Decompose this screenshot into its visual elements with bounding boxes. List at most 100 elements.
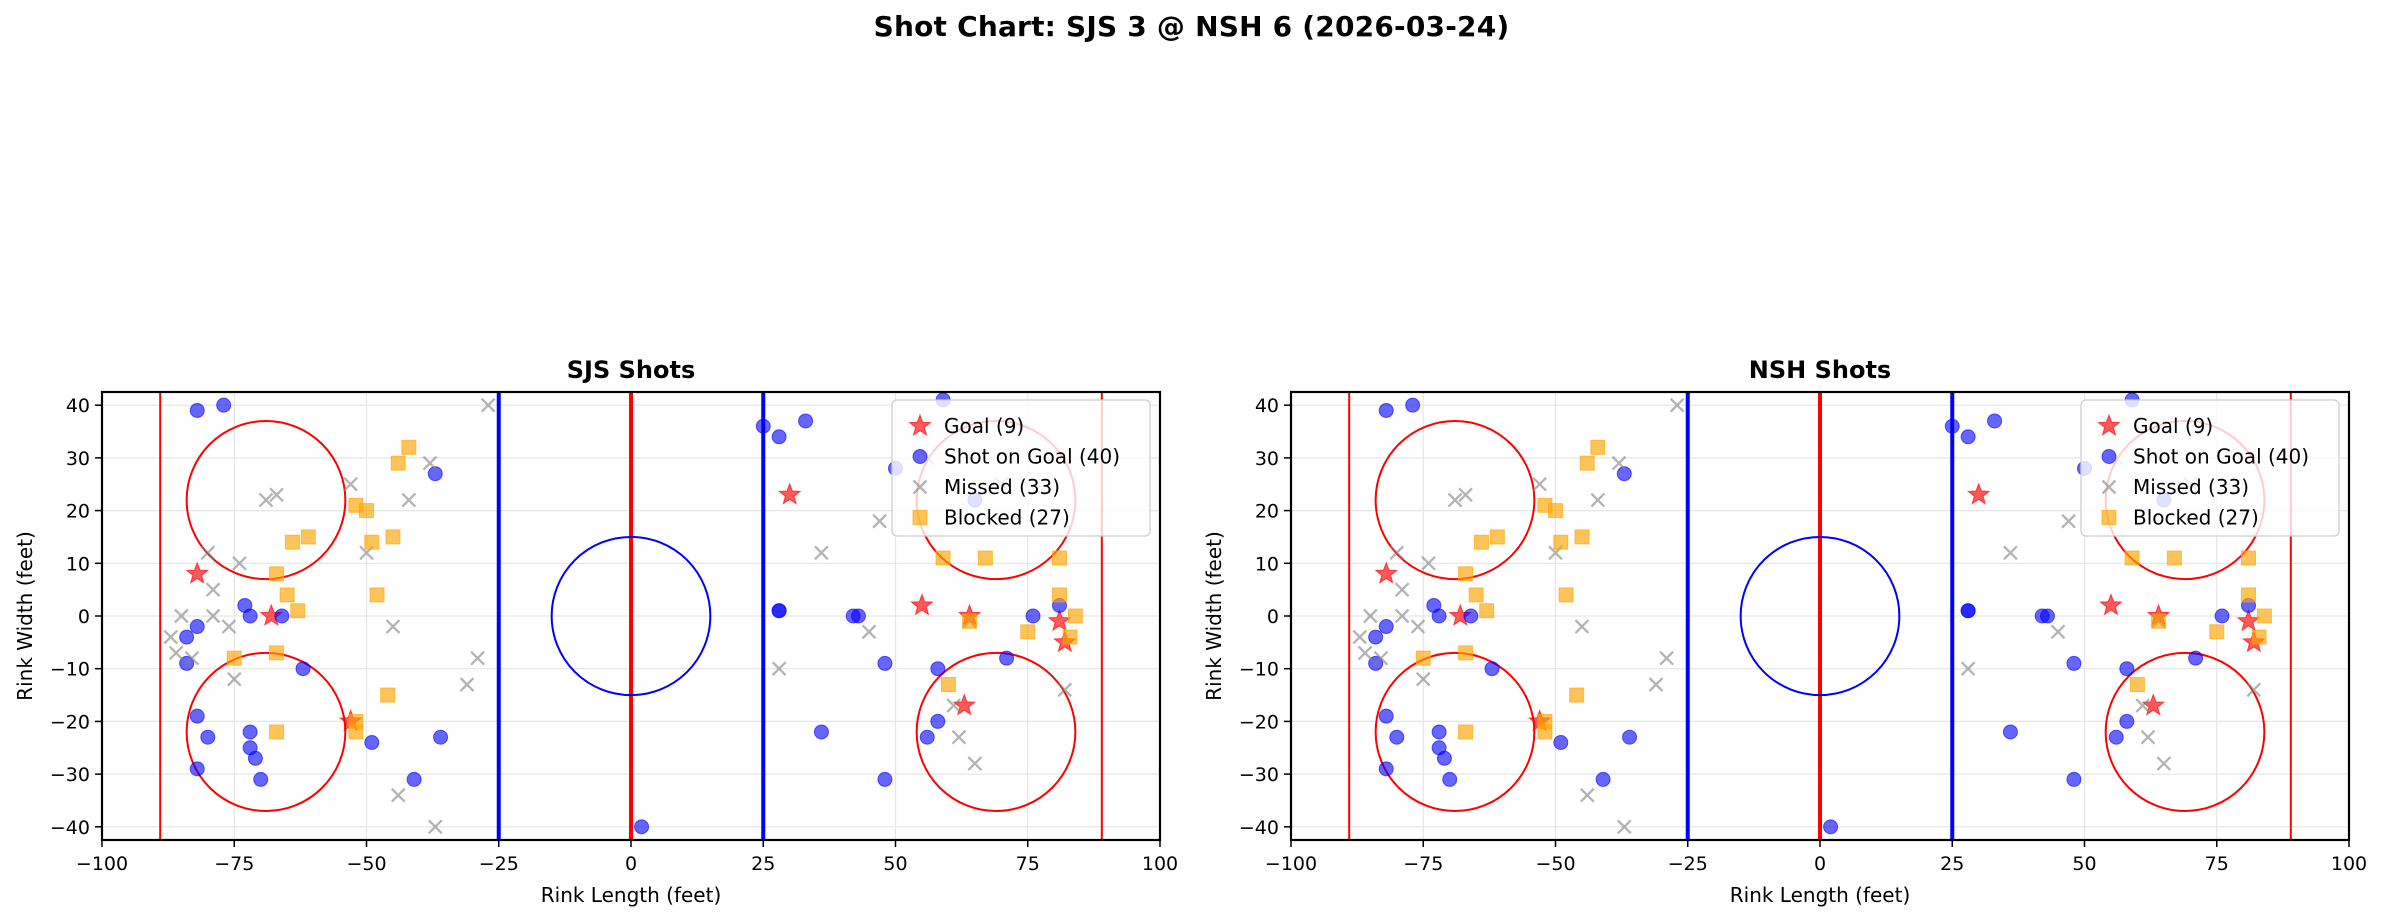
missed-point bbox=[1352, 629, 1368, 645]
blocked-point bbox=[2251, 629, 2267, 645]
on-goal-point bbox=[771, 429, 787, 445]
missed-point bbox=[2003, 545, 2018, 561]
on-goal-point bbox=[1368, 629, 1384, 645]
missed-point bbox=[205, 608, 221, 624]
x-tick-label: −25 bbox=[1668, 853, 1708, 875]
missed-point bbox=[1357, 645, 1373, 661]
goal-point bbox=[1374, 561, 1399, 584]
on-goal-point bbox=[1431, 724, 1447, 740]
blocked-point bbox=[2129, 677, 2145, 693]
blocked-point bbox=[2124, 550, 2140, 566]
blocked-point bbox=[269, 566, 285, 582]
missed-point bbox=[2246, 682, 2262, 698]
missed-point bbox=[1373, 650, 1389, 666]
missed-point bbox=[226, 671, 242, 687]
blocked-point bbox=[1458, 724, 1474, 740]
on-goal-point bbox=[1553, 734, 1569, 750]
on-goal-point bbox=[1431, 608, 1447, 624]
blocked-point bbox=[300, 529, 316, 545]
goal-point bbox=[910, 593, 934, 616]
x-tick-label: 50 bbox=[883, 853, 907, 875]
y-axis-label: Rink Width (feet) bbox=[1202, 531, 1226, 701]
figure-title: Shot Chart: SJS 3 @ NSH 6 (2026-03-24) bbox=[873, 10, 1510, 43]
y-tick-label: 10 bbox=[1255, 553, 1279, 575]
goal-point bbox=[1966, 482, 1991, 505]
x-tick-label: −50 bbox=[1535, 853, 1575, 875]
x-tick-label: 25 bbox=[1940, 853, 1964, 875]
missed-point bbox=[232, 555, 247, 571]
on-goal-point bbox=[1987, 413, 2003, 429]
on-goal-point bbox=[189, 402, 205, 418]
on-goal-point bbox=[930, 661, 946, 677]
y-axis-label: Rink Width (feet) bbox=[13, 531, 37, 701]
panel-title: SJS Shots bbox=[567, 356, 695, 384]
blocked-point bbox=[348, 724, 364, 740]
y-tick-label: −30 bbox=[1239, 764, 1279, 786]
panel-title: NSH Shots bbox=[1749, 356, 1891, 384]
x-tick-label: 100 bbox=[1142, 853, 1178, 875]
on-goal-point bbox=[1960, 603, 1976, 619]
on-goal-point bbox=[1378, 619, 1394, 635]
missed-point bbox=[168, 645, 184, 661]
blocked-point bbox=[1415, 650, 1431, 666]
y-tick-label: 40 bbox=[1255, 395, 1279, 417]
on-goal-point bbox=[1436, 750, 1452, 766]
on-goal-point bbox=[2188, 650, 2204, 666]
legend-label: Blocked (27) bbox=[944, 506, 1070, 530]
missed-point bbox=[343, 476, 358, 492]
on-goal-point bbox=[2066, 655, 2082, 671]
missed-point bbox=[480, 397, 496, 413]
center-faceoff-circle bbox=[1739, 535, 1901, 697]
missed-point bbox=[2135, 698, 2151, 713]
on-goal-point bbox=[2214, 608, 2230, 624]
x-tick-label: −50 bbox=[346, 853, 386, 875]
missed-point bbox=[385, 619, 401, 634]
blocked-point bbox=[1458, 566, 1474, 582]
on-goal-point bbox=[1622, 729, 1638, 745]
goal-point bbox=[2099, 593, 2123, 616]
on-goal-point bbox=[1484, 661, 1500, 677]
missed-point bbox=[401, 492, 417, 508]
missed-point bbox=[422, 455, 438, 471]
missed-point bbox=[427, 819, 443, 835]
blocked-point bbox=[269, 645, 285, 661]
blocked-point bbox=[1020, 624, 1036, 640]
blocked-point bbox=[359, 503, 374, 519]
on-goal-point bbox=[406, 771, 422, 787]
blocked-point bbox=[2240, 550, 2256, 566]
on-goal-point bbox=[427, 466, 443, 482]
blocked-point bbox=[2256, 608, 2272, 624]
missed-point bbox=[1960, 661, 1976, 677]
blocked-point bbox=[962, 613, 978, 629]
on-goal-point bbox=[2066, 771, 2082, 787]
on-goal-point bbox=[1405, 397, 1421, 413]
y-tick-label: −30 bbox=[50, 764, 90, 786]
panel-2: −100 −75 −50 −25 0 25 50 75 100−40−30−20−1001020… bbox=[1202, 356, 2367, 907]
blocked-point bbox=[1590, 439, 1606, 455]
blocked-point bbox=[284, 534, 300, 550]
on-goal-point bbox=[274, 608, 290, 624]
missed-point bbox=[184, 650, 200, 666]
goal-point bbox=[952, 693, 977, 716]
legend-on-goal-marker bbox=[912, 449, 928, 464]
blocked-point bbox=[401, 439, 417, 455]
missed-point bbox=[1579, 787, 1595, 803]
missed-point bbox=[1389, 545, 1405, 561]
y-tick-label: −10 bbox=[1239, 659, 1279, 681]
missed-point bbox=[967, 756, 983, 771]
blocked-point bbox=[1051, 587, 1067, 603]
on-goal-point bbox=[242, 724, 258, 740]
blocked-point bbox=[1553, 534, 1569, 550]
on-goal-point bbox=[755, 418, 771, 434]
x-tick-label: −100 bbox=[1265, 853, 1317, 875]
x-tick-label: 0 bbox=[1814, 853, 1826, 875]
blocked-point bbox=[1062, 629, 1078, 645]
blocked-point bbox=[1489, 529, 1505, 545]
legend-label: Shot on Goal (40) bbox=[944, 445, 1120, 469]
faceoff-circle bbox=[2104, 651, 2266, 813]
missed-point bbox=[1057, 682, 1073, 698]
y-tick-label: 20 bbox=[66, 501, 90, 523]
blocked-point bbox=[935, 550, 951, 566]
y-tick-label: −40 bbox=[50, 817, 90, 839]
legend-missed-marker bbox=[912, 479, 928, 495]
